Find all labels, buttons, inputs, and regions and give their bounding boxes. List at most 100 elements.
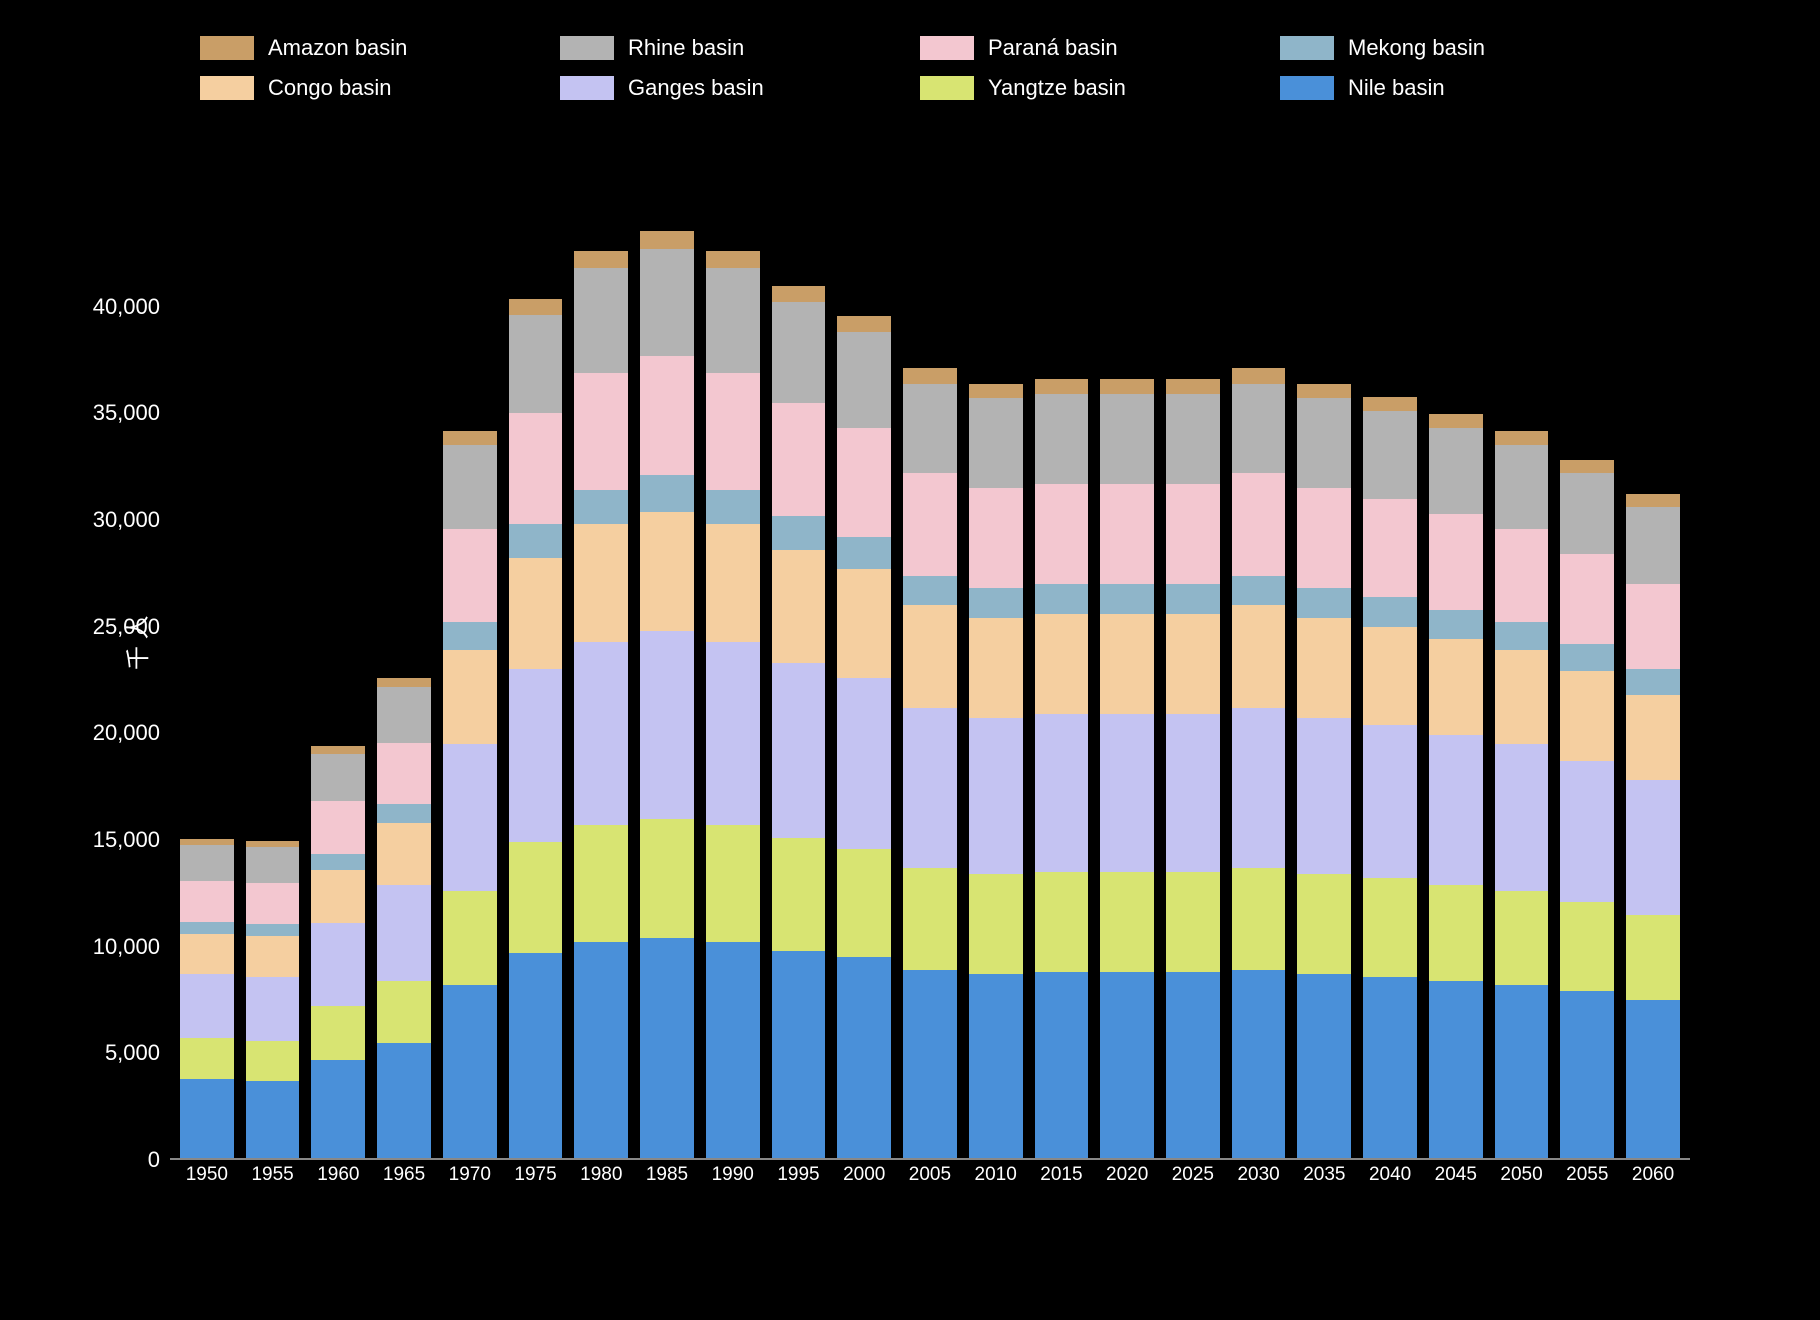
segment-amazon bbox=[1035, 379, 1089, 394]
segment-parana bbox=[1232, 473, 1286, 575]
segment-ganges bbox=[837, 678, 891, 849]
segment-ganges bbox=[1297, 718, 1351, 874]
x-tick-label: 1960 bbox=[311, 1164, 365, 1186]
segment-congo bbox=[1363, 627, 1417, 725]
y-tick-label: 0 bbox=[70, 1147, 160, 1173]
segment-ganges bbox=[1232, 708, 1286, 868]
segment-congo bbox=[1560, 671, 1614, 761]
segment-ganges bbox=[640, 631, 694, 819]
segment-mekong bbox=[1429, 610, 1483, 640]
segment-congo bbox=[1035, 614, 1089, 714]
segment-rhine bbox=[1297, 398, 1351, 488]
segment-mekong bbox=[706, 490, 760, 524]
x-tick-label: 1950 bbox=[180, 1164, 234, 1186]
stacked-bar-chart: Amazon basinRhine basinParaná basinMekon… bbox=[140, 30, 1740, 1290]
segment-congo bbox=[969, 618, 1023, 718]
legend-swatch bbox=[560, 76, 614, 100]
segment-yangtze bbox=[1297, 874, 1351, 974]
segment-parana bbox=[180, 881, 234, 922]
legend-label: Yangtze basin bbox=[988, 75, 1126, 101]
segment-rhine bbox=[180, 845, 234, 881]
segment-parana bbox=[837, 428, 891, 537]
segment-rhine bbox=[969, 398, 1023, 488]
segment-yangtze bbox=[1560, 902, 1614, 992]
legend-item-parana: Paraná basin bbox=[920, 30, 1240, 66]
segment-yangtze bbox=[180, 1038, 234, 1079]
segment-ganges bbox=[509, 669, 563, 842]
bar-2055 bbox=[1560, 460, 1614, 1160]
bar-2035 bbox=[1297, 384, 1351, 1160]
segment-ganges bbox=[1166, 714, 1220, 872]
legend-swatch bbox=[1280, 36, 1334, 60]
segment-ganges bbox=[574, 642, 628, 825]
x-tick-label: 2005 bbox=[903, 1164, 957, 1186]
segment-ganges bbox=[1429, 735, 1483, 884]
x-tick-label: 2060 bbox=[1626, 1164, 1680, 1186]
segment-amazon bbox=[640, 231, 694, 249]
x-tick-label: 2040 bbox=[1363, 1164, 1417, 1186]
y-tick-label: 15,000 bbox=[70, 827, 160, 853]
segment-parana bbox=[377, 743, 431, 805]
segment-rhine bbox=[640, 249, 694, 356]
segment-nile bbox=[1100, 972, 1154, 1160]
segment-ganges bbox=[1035, 714, 1089, 872]
segment-amazon bbox=[1429, 414, 1483, 429]
segment-congo bbox=[640, 512, 694, 631]
y-tick-label: 20,000 bbox=[70, 720, 160, 746]
segment-yangtze bbox=[837, 849, 891, 958]
segment-parana bbox=[1035, 484, 1089, 584]
x-tick-label: 2015 bbox=[1035, 1164, 1089, 1186]
segment-rhine bbox=[1232, 384, 1286, 474]
segment-ganges bbox=[311, 923, 365, 1006]
legend-label: Rhine basin bbox=[628, 35, 744, 61]
segment-yangtze bbox=[969, 874, 1023, 974]
segment-parana bbox=[1429, 514, 1483, 610]
segment-nile bbox=[246, 1081, 300, 1160]
segment-mekong bbox=[311, 854, 365, 870]
segment-nile bbox=[903, 970, 957, 1160]
segment-nile bbox=[640, 938, 694, 1160]
segment-amazon bbox=[837, 316, 891, 332]
segment-amazon bbox=[1297, 384, 1351, 399]
segment-mekong bbox=[640, 475, 694, 511]
segment-parana bbox=[1363, 499, 1417, 597]
segment-yangtze bbox=[1429, 885, 1483, 981]
x-tick-label: 1980 bbox=[574, 1164, 628, 1186]
legend-swatch bbox=[200, 36, 254, 60]
bar-1955 bbox=[246, 841, 300, 1160]
x-tick-label: 1985 bbox=[640, 1164, 694, 1186]
chart-legend: Amazon basinRhine basinParaná basinMekon… bbox=[200, 30, 1600, 106]
segment-amazon bbox=[311, 746, 365, 754]
segment-parana bbox=[574, 373, 628, 490]
legend-item-rhine: Rhine basin bbox=[560, 30, 880, 66]
segment-parana bbox=[311, 801, 365, 854]
segment-rhine bbox=[1363, 411, 1417, 498]
segment-parana bbox=[1626, 584, 1680, 669]
segment-nile bbox=[443, 985, 497, 1160]
segment-yangtze bbox=[1626, 915, 1680, 1000]
segment-congo bbox=[1495, 650, 1549, 744]
bar-1985 bbox=[640, 231, 694, 1160]
segment-congo bbox=[1166, 614, 1220, 714]
x-axis-labels: 1950195519601965197019751980198519901995… bbox=[170, 1164, 1690, 1186]
segment-rhine bbox=[1100, 394, 1154, 484]
bars-container bbox=[170, 200, 1690, 1160]
segment-mekong bbox=[1100, 584, 1154, 614]
segment-nile bbox=[837, 957, 891, 1160]
bar-1975 bbox=[509, 299, 563, 1160]
segment-mekong bbox=[1560, 644, 1614, 672]
legend-item-ganges: Ganges basin bbox=[560, 70, 880, 106]
segment-mekong bbox=[1035, 584, 1089, 614]
x-tick-label: 1970 bbox=[443, 1164, 497, 1186]
legend-swatch bbox=[560, 36, 614, 60]
segment-congo bbox=[903, 605, 957, 707]
segment-parana bbox=[640, 356, 694, 475]
x-tick-label: 1995 bbox=[772, 1164, 826, 1186]
segment-mekong bbox=[509, 524, 563, 558]
segment-rhine bbox=[1495, 445, 1549, 528]
segment-mekong bbox=[1166, 584, 1220, 614]
segment-mekong bbox=[246, 924, 300, 936]
y-tick-label: 5,000 bbox=[70, 1040, 160, 1066]
segment-parana bbox=[772, 403, 826, 516]
legend-label: Paraná basin bbox=[988, 35, 1118, 61]
